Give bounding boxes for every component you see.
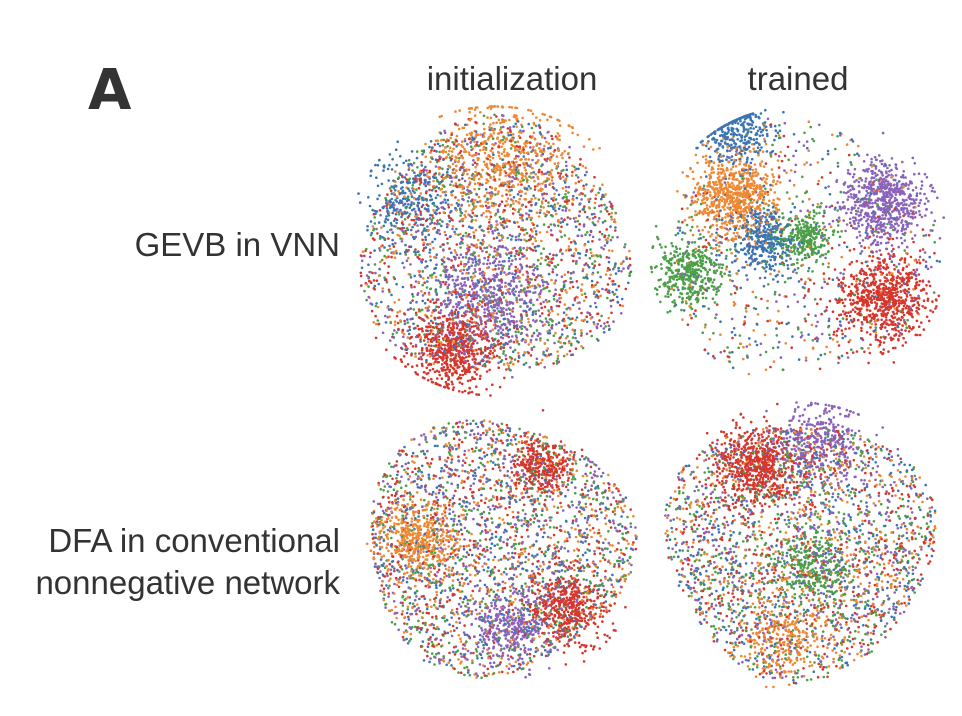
- scatter-dfa-trained: [664, 401, 937, 689]
- panel-label: A: [88, 58, 132, 123]
- scatter-gevb-initialization: [357, 105, 633, 397]
- row-label-line: GEVB in VNN: [134, 226, 340, 263]
- row-label-dfa: DFA in conventional nonnegative network: [35, 520, 340, 604]
- row-label-line: DFA in conventional: [48, 522, 340, 559]
- column-title-initialization: initialization: [426, 60, 598, 97]
- scatter-dfa-initialization: [365, 409, 638, 679]
- column-title-trained: trained: [747, 60, 849, 97]
- scatter-gevb-trained: [649, 108, 945, 376]
- row-label-line: nonnegative network: [35, 564, 340, 601]
- row-label-gevb: GEVB in VNN: [135, 224, 340, 266]
